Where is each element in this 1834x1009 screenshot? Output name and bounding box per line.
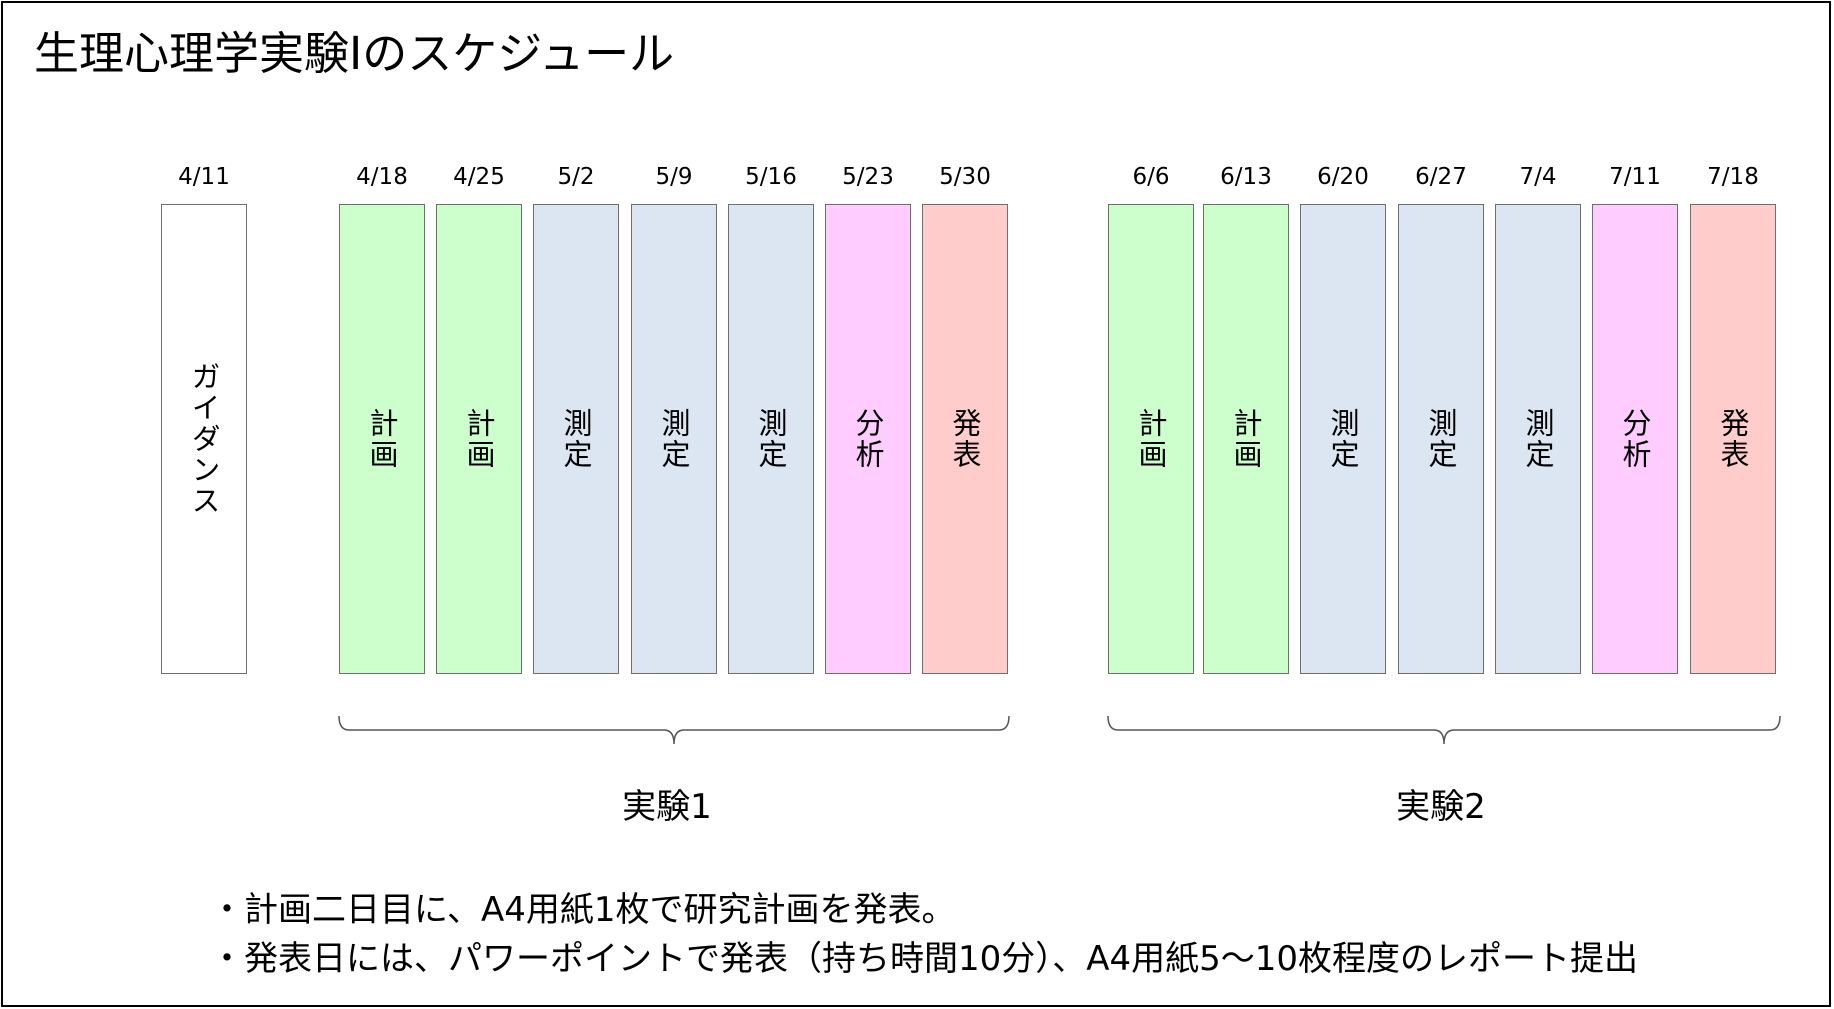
session-label: 計画 [365, 408, 399, 470]
session-date: 7/11 [1609, 164, 1661, 190]
session-date: 5/23 [842, 164, 894, 190]
session-bar-analysis: 分析 [1592, 204, 1678, 674]
session-bar-plan: 計画 [436, 204, 522, 674]
session-label: 測定 [1424, 408, 1458, 470]
session-date: 6/27 [1415, 164, 1467, 190]
session-date: 6/6 [1132, 164, 1170, 190]
session-date: 5/16 [745, 164, 797, 190]
session-label: 測定 [1326, 408, 1360, 470]
session-date: 4/18 [356, 164, 408, 190]
session-bar-measure: 測定 [1398, 204, 1484, 674]
session-bar-guidance: ガイダンス [161, 204, 247, 674]
session-bar-measure: 測定 [1300, 204, 1386, 674]
session-label: 計画 [1229, 408, 1263, 470]
session-label: 発表 [1716, 408, 1750, 470]
experiment1-brace [338, 715, 1010, 745]
session-bar-measure: 測定 [728, 204, 814, 674]
session-label: ガイダンス [187, 361, 221, 517]
session-bar-presentation: 発表 [922, 204, 1008, 674]
session-bar-plan: 計画 [339, 204, 425, 674]
note-2: ・発表日には、パワーポイントで発表（持ち時間10分）、A4用紙5～10枚程度のレ… [210, 939, 1639, 979]
session-date: 6/13 [1220, 164, 1272, 190]
session-date: 5/9 [655, 164, 693, 190]
session-bar-analysis: 分析 [825, 204, 911, 674]
session-label: 測定 [657, 408, 691, 470]
session-bar-plan: 計画 [1108, 204, 1194, 674]
session-date: 5/2 [557, 164, 595, 190]
session-bar-measure: 測定 [533, 204, 619, 674]
session-bar-presentation: 発表 [1690, 204, 1776, 674]
experiment2-brace [1107, 715, 1781, 745]
session-date: 7/18 [1707, 164, 1759, 190]
session-label: 分析 [851, 408, 885, 470]
session-date: 4/25 [453, 164, 505, 190]
session-label: 発表 [948, 408, 982, 470]
page-title: 生理心理学実験Ⅰのスケジュール [34, 27, 675, 80]
session-label: 分析 [1618, 408, 1652, 470]
session-label: 測定 [559, 408, 593, 470]
session-label: 測定 [1521, 408, 1555, 470]
session-label: 測定 [754, 408, 788, 470]
note-1: ・計画二日目に、A4用紙1枚で研究計画を発表。 [210, 890, 956, 930]
session-date: 6/20 [1317, 164, 1369, 190]
session-label: 計画 [1134, 408, 1168, 470]
session-date: 5/30 [939, 164, 991, 190]
session-bar-plan: 計画 [1203, 204, 1289, 674]
experiment2-label: 実験2 [1396, 787, 1486, 827]
session-date: 7/4 [1519, 164, 1557, 190]
session-label: 計画 [462, 408, 496, 470]
session-bar-measure: 測定 [1495, 204, 1581, 674]
session-bar-measure: 測定 [631, 204, 717, 674]
experiment1-label: 実験1 [622, 787, 712, 827]
session-date: 4/11 [178, 164, 230, 190]
